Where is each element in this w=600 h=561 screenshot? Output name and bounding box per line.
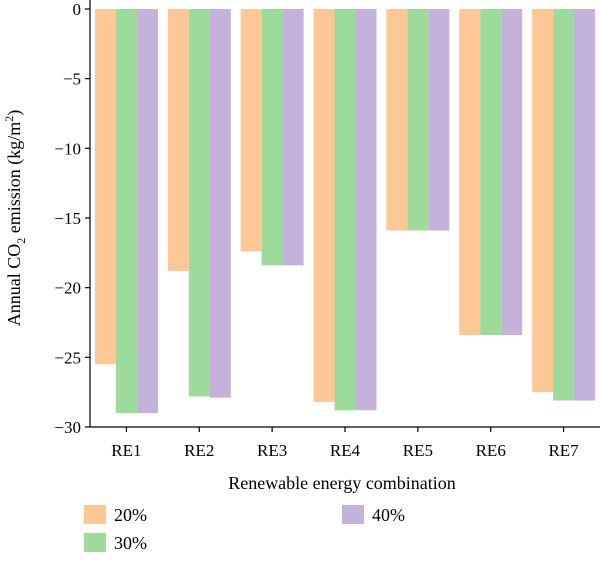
y-tick-label: −30 [54, 418, 81, 437]
y-axis-title-prefix: Annual CO [4, 244, 24, 327]
bar-re4-20pct [313, 9, 335, 402]
bar-re5-40pct [428, 9, 450, 231]
legend: 20% 30% 40% [84, 505, 405, 553]
bar-re6-30pct [480, 9, 502, 336]
x-axis-title: Renewable energy combination [228, 473, 456, 493]
legend-label-40pct: 40% [372, 505, 405, 525]
bar-re3-30pct [261, 9, 283, 266]
bar-re1-40pct [136, 9, 158, 414]
y-tick-label: −15 [54, 209, 81, 228]
bar-re4-40pct [355, 9, 377, 411]
bar-re1-20pct [94, 9, 116, 365]
bar-re2-30pct [188, 9, 210, 397]
axes-group: 0 −5 −10 −15 −20 −25 −30 RE1 RE2 RE3 RE4 RE5 RE6 RE7 [54, 0, 600, 460]
x-tick-label: RE5 [403, 441, 433, 460]
bar-re4-30pct [334, 9, 356, 411]
legend-swatch-40pct [342, 505, 364, 524]
y-tick-label: −10 [54, 139, 81, 158]
bar-re5-30pct [407, 9, 429, 231]
x-tick-label: RE7 [548, 441, 579, 460]
bar-re6-20pct [459, 9, 481, 336]
bar-re3-20pct [240, 9, 262, 252]
legend-label-30pct: 30% [114, 533, 147, 553]
x-tick-label: RE4 [330, 441, 361, 460]
y-tick-label: −5 [63, 70, 81, 89]
x-tick-label: RE6 [476, 441, 506, 460]
bar-re2-20pct [167, 9, 189, 271]
y-axis-title-subscript: 2 [14, 238, 28, 244]
y-axis-title-superscript: 2 [2, 116, 16, 122]
bar-re5-20pct [386, 9, 408, 231]
bar-re1-30pct [115, 9, 137, 414]
legend-swatch-30pct [84, 533, 106, 552]
bar-re6-40pct [501, 9, 523, 336]
y-tick-label: −20 [54, 279, 81, 298]
bar-re3-40pct [282, 9, 304, 266]
bar-re7-20pct [532, 9, 554, 393]
legend-label-20pct: 20% [114, 505, 147, 525]
legend-swatch-20pct [84, 505, 106, 524]
bar-re2-40pct [209, 9, 231, 398]
y-axis-title: Annual CO2 emission (kg/m2) [2, 110, 28, 327]
x-tick-label: RE3 [257, 441, 287, 460]
bar-re7-40pct [574, 9, 596, 401]
bar-re7-30pct [553, 9, 575, 401]
x-tick-label: RE2 [184, 441, 214, 460]
x-tick-label: RE1 [111, 441, 141, 460]
bars-group [94, 9, 596, 414]
y-axis-title-middle: emission (kg/m [4, 122, 25, 238]
y-tick-label: −25 [54, 348, 81, 367]
y-tick-label: 0 [73, 0, 82, 19]
y-axis-title-suffix: ) [4, 110, 25, 116]
